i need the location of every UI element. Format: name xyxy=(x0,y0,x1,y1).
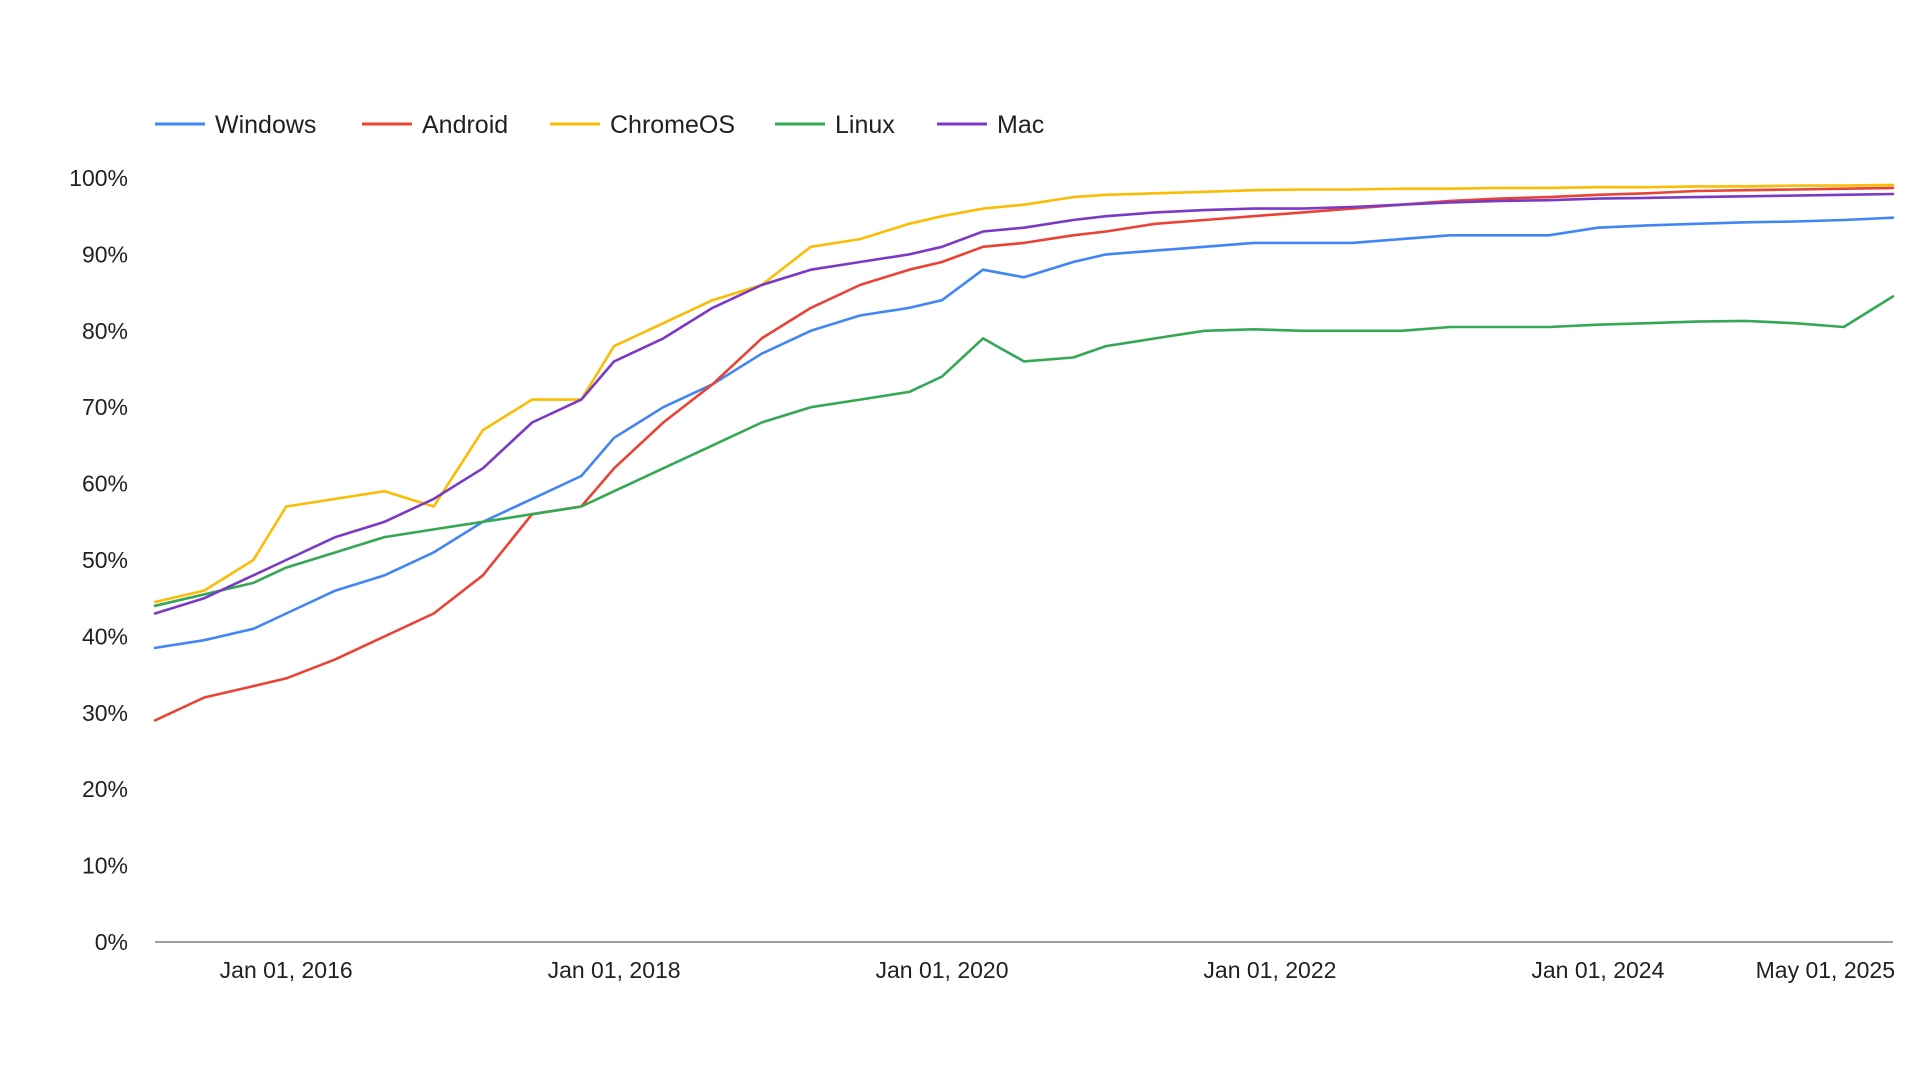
legend-label-linux: Linux xyxy=(835,111,895,139)
x-tick-label: Jan 01, 2024 xyxy=(1531,957,1664,983)
legend-label-windows: Windows xyxy=(215,111,316,139)
y-tick-label: 90% xyxy=(82,241,128,267)
y-tick-label: 100% xyxy=(69,165,128,191)
y-tick-label: 50% xyxy=(82,547,128,573)
y-tick-label: 20% xyxy=(82,776,128,802)
y-tick-label: 0% xyxy=(95,929,128,955)
x-tick-label: May 01, 2025 xyxy=(1756,957,1895,983)
y-tick-label: 70% xyxy=(82,394,128,420)
x-axis: Jan 01, 2016 Jan 01, 2018 Jan 01, 2020 Jan … xyxy=(155,941,1895,983)
series-line-windows xyxy=(153,216,1895,650)
y-tick-label: 40% xyxy=(82,623,128,649)
series-lines xyxy=(153,183,1895,722)
legend: Windows Android ChromeOS Linux Mac xyxy=(155,111,1044,139)
legend-label-mac: Mac xyxy=(997,111,1044,139)
y-tick-label: 80% xyxy=(82,318,128,344)
y-axis: 0% 10% 20% 30% 40% 50% 60% 70% 80% 90% 100% xyxy=(69,165,128,955)
x-tick-label: Jan 01, 2022 xyxy=(1203,957,1336,983)
x-tick-label: Jan 01, 2018 xyxy=(548,957,681,983)
legend-label-chromeos: ChromeOS xyxy=(610,111,735,139)
x-tick-label: Jan 01, 2016 xyxy=(220,957,353,983)
series-line-linux xyxy=(153,295,1895,608)
series-line-mac xyxy=(153,192,1895,615)
y-tick-label: 60% xyxy=(82,471,128,497)
legend-label-android: Android xyxy=(422,111,508,139)
x-tick-label: Jan 01, 2020 xyxy=(876,957,1009,983)
series-line-chromeos xyxy=(153,183,1895,604)
y-tick-label: 30% xyxy=(82,700,128,726)
y-tick-label: 10% xyxy=(82,853,128,879)
series-line-android xyxy=(153,186,1895,722)
